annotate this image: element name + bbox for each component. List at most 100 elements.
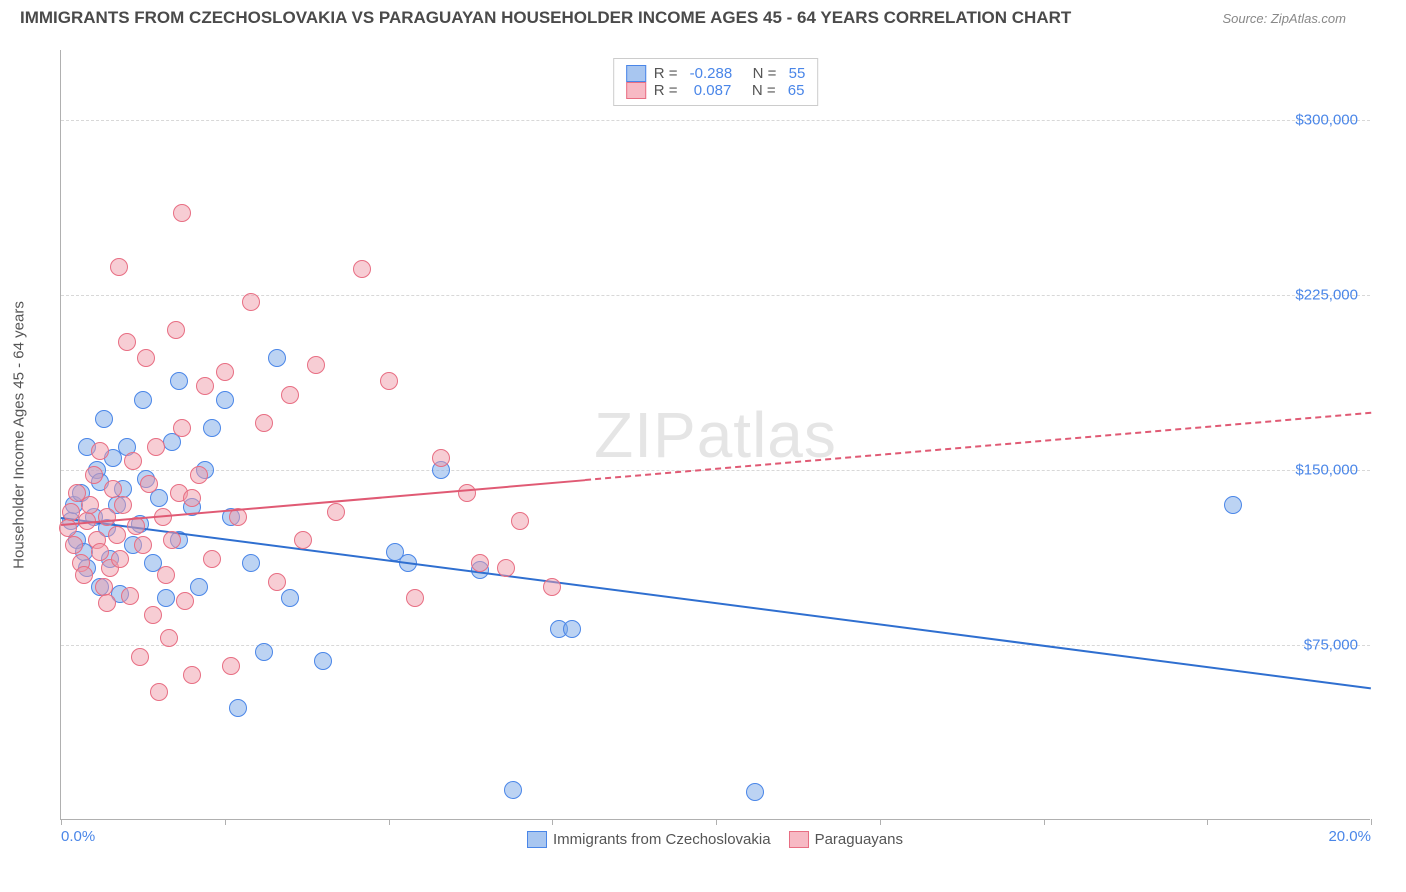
legend-row: R = -0.288 N = 55	[626, 65, 806, 82]
data-point	[203, 550, 221, 568]
data-point	[95, 410, 113, 428]
legend-swatch	[626, 82, 646, 99]
data-point	[163, 531, 181, 549]
data-point	[216, 391, 234, 409]
legend-label: Immigrants from Czechoslovakia	[553, 831, 771, 848]
data-point	[121, 587, 139, 605]
data-point	[157, 566, 175, 584]
data-point	[563, 620, 581, 638]
x-tick-mark	[1044, 819, 1045, 825]
data-point	[104, 480, 122, 498]
data-point	[91, 442, 109, 460]
data-point	[746, 783, 764, 801]
data-point	[314, 652, 332, 670]
gridline	[61, 470, 1370, 471]
y-axis-label: Householder Income Ages 45 - 64 years	[11, 301, 28, 569]
data-point	[190, 466, 208, 484]
data-point	[134, 391, 152, 409]
data-point	[183, 666, 201, 684]
data-point	[511, 512, 529, 530]
legend-label: Paraguayans	[815, 831, 903, 848]
plot-area: Householder Income Ages 45 - 64 years ZI…	[60, 50, 1370, 820]
data-point	[157, 589, 175, 607]
correlation-legend: R = -0.288 N = 55R = 0.087 N = 65	[613, 58, 819, 106]
x-tick-mark	[716, 819, 717, 825]
data-point	[1224, 496, 1242, 514]
data-point	[62, 503, 80, 521]
data-point	[471, 554, 489, 572]
data-point	[131, 648, 149, 666]
data-point	[229, 699, 247, 717]
chart-title: IMMIGRANTS FROM CZECHOSLOVAKIA VS PARAGU…	[20, 8, 1071, 28]
legend-swatch	[527, 831, 547, 848]
data-point	[268, 349, 286, 367]
data-point	[255, 643, 273, 661]
data-point	[173, 204, 191, 222]
x-tick-mark	[880, 819, 881, 825]
data-point	[147, 438, 165, 456]
data-point	[380, 372, 398, 390]
data-point	[203, 419, 221, 437]
x-tick-mark	[552, 819, 553, 825]
data-point	[98, 508, 116, 526]
y-tick-label: $300,000	[1295, 112, 1358, 129]
x-tick-mark	[225, 819, 226, 825]
data-point	[432, 449, 450, 467]
legend-item: Immigrants from Czechoslovakia	[527, 831, 771, 848]
data-point	[353, 260, 371, 278]
data-point	[497, 559, 515, 577]
data-point	[81, 496, 99, 514]
chart-source: Source: ZipAtlas.com	[1222, 11, 1346, 26]
data-point	[222, 657, 240, 675]
legend-item: Paraguayans	[789, 831, 903, 848]
data-point	[114, 496, 132, 514]
data-point	[255, 414, 273, 432]
gridline	[61, 120, 1370, 121]
data-point	[242, 554, 260, 572]
data-point	[327, 503, 345, 521]
data-point	[140, 475, 158, 493]
data-point	[91, 543, 109, 561]
data-point	[110, 258, 128, 276]
legend-swatch	[626, 65, 646, 82]
data-point	[170, 372, 188, 390]
data-point	[134, 536, 152, 554]
data-point	[75, 566, 93, 584]
data-point	[167, 321, 185, 339]
data-point	[108, 526, 126, 544]
data-point	[183, 489, 201, 507]
x-tick-mark	[1207, 819, 1208, 825]
data-point	[458, 484, 476, 502]
legend-row: R = 0.087 N = 65	[626, 82, 806, 99]
data-point	[137, 349, 155, 367]
data-point	[176, 592, 194, 610]
x-tick-mark	[61, 819, 62, 825]
data-point	[65, 536, 83, 554]
data-point	[190, 578, 208, 596]
x-tick-mark	[1371, 819, 1372, 825]
data-point	[504, 781, 522, 799]
data-point	[242, 293, 260, 311]
data-point	[543, 578, 561, 596]
data-point	[294, 531, 312, 549]
data-point	[144, 606, 162, 624]
data-point	[216, 363, 234, 381]
y-tick-label: $150,000	[1295, 462, 1358, 479]
data-point	[85, 466, 103, 484]
data-point	[118, 333, 136, 351]
plot-canvas: Householder Income Ages 45 - 64 years ZI…	[60, 50, 1370, 820]
data-point	[307, 356, 325, 374]
y-tick-label: $75,000	[1304, 637, 1358, 654]
data-point	[124, 452, 142, 470]
data-point	[406, 589, 424, 607]
y-tick-label: $225,000	[1295, 287, 1358, 304]
data-point	[160, 629, 178, 647]
x-tick-mark	[389, 819, 390, 825]
data-point	[281, 589, 299, 607]
trend-line	[61, 517, 1371, 689]
legend-swatch	[789, 831, 809, 848]
data-point	[95, 578, 113, 596]
data-point	[268, 573, 286, 591]
data-point	[173, 419, 191, 437]
series-legend: Immigrants from Czechoslovakia Paraguayan…	[60, 831, 1370, 848]
